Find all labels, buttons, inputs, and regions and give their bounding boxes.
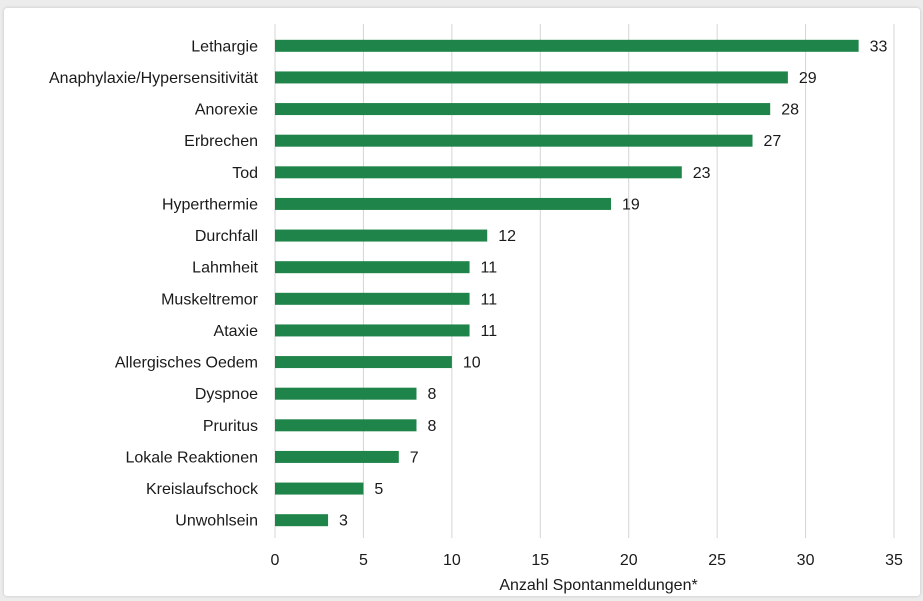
category-label: Kreislaufschock <box>146 481 259 498</box>
data-label: 11 <box>481 260 498 277</box>
bar <box>275 419 417 432</box>
category-label: Anaphylaxie/Hypersensitivität <box>49 70 259 87</box>
data-label: 23 <box>693 165 711 182</box>
data-label: 28 <box>781 102 799 119</box>
data-label: 8 <box>427 418 436 435</box>
chart-frame: Lethargie Anaphylaxie/Hypersensitivität An… <box>4 8 920 596</box>
data-label: 29 <box>799 70 817 87</box>
bar <box>275 450 399 463</box>
category-label: Lethargie <box>191 38 258 55</box>
bar-chart: Lethargie Anaphylaxie/Hypersensitivität An… <box>49 24 903 594</box>
x-tick-label: 15 <box>531 552 549 569</box>
data-label: 8 <box>427 386 436 403</box>
data-label: 11 <box>481 291 498 308</box>
category-label: Lahmheit <box>192 260 258 277</box>
bar <box>275 356 452 369</box>
data-label: 10 <box>463 355 481 372</box>
data-label: 12 <box>498 228 516 245</box>
category-label: Durchfall <box>195 228 258 245</box>
bar <box>275 103 771 116</box>
x-tick-label: 25 <box>708 552 726 569</box>
bar <box>275 324 470 337</box>
bar <box>275 134 753 147</box>
category-label: Dyspnoe <box>195 386 258 403</box>
category-label: Anorexie <box>195 102 258 119</box>
x-tick-label: 5 <box>359 552 368 569</box>
data-label: 7 <box>410 449 419 466</box>
bar <box>275 197 612 210</box>
bar <box>275 387 417 400</box>
data-label: 11 <box>481 323 498 340</box>
bar <box>275 292 470 305</box>
x-tick-label: 30 <box>797 552 815 569</box>
x-tick-label: 10 <box>443 552 461 569</box>
x-tick-label: 35 <box>885 552 903 569</box>
data-label: 3 <box>339 513 348 530</box>
bar <box>275 482 364 495</box>
bars <box>275 39 859 527</box>
category-label: Hyperthermie <box>162 196 258 213</box>
category-label: Tod <box>232 165 258 182</box>
x-axis-label: Anzahl Spontanmeldungen* <box>499 577 697 594</box>
bar <box>275 39 859 52</box>
category-label: Unwohlsein <box>175 513 258 530</box>
data-label: 5 <box>374 481 383 498</box>
category-label: Ataxie <box>214 323 259 340</box>
x-axis-ticks: 0 5 10 15 20 25 30 35 <box>271 552 903 569</box>
x-tick-label: 20 <box>620 552 638 569</box>
bar <box>275 71 788 84</box>
category-labels: Lethargie Anaphylaxie/Hypersensitivität An… <box>49 38 259 529</box>
category-label: Pruritus <box>203 418 258 435</box>
data-label: 19 <box>622 196 640 213</box>
category-label: Allergisches Oedem <box>115 355 258 372</box>
data-label: 33 <box>870 38 888 55</box>
bar <box>275 229 488 242</box>
category-label: Muskeltremor <box>161 291 259 308</box>
data-label: 27 <box>764 133 782 150</box>
x-tick-label: 0 <box>271 552 280 569</box>
category-label: Erbrechen <box>184 133 258 150</box>
bar <box>275 166 682 179</box>
bar <box>275 514 329 527</box>
category-label: Lokale Reaktionen <box>125 449 258 466</box>
bar <box>275 261 470 274</box>
